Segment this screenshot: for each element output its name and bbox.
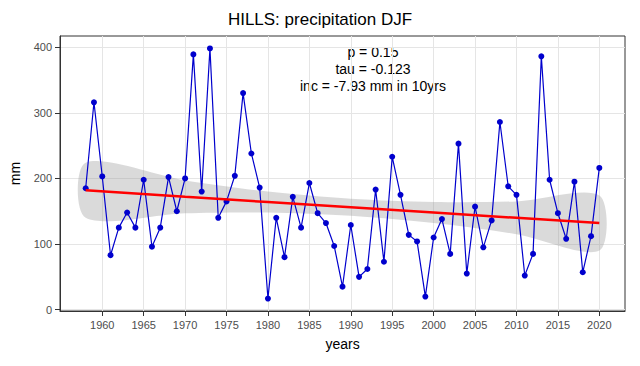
svg-text:300: 300 <box>34 107 52 119</box>
svg-text:HILLS: precipitation DJF: HILLS: precipitation DJF <box>228 10 412 29</box>
svg-text:1975: 1975 <box>214 319 238 331</box>
svg-text:inc = -7.93 mm in 10yrs: inc = -7.93 mm in 10yrs <box>300 78 446 94</box>
svg-text:1990: 1990 <box>339 319 363 331</box>
svg-text:400: 400 <box>34 41 52 53</box>
svg-text:1985: 1985 <box>297 319 321 331</box>
svg-text:100: 100 <box>34 238 52 250</box>
svg-text:mm: mm <box>7 162 23 185</box>
svg-text:years: years <box>325 336 359 352</box>
svg-text:1965: 1965 <box>131 319 155 331</box>
svg-text:2005: 2005 <box>463 319 487 331</box>
svg-text:200: 200 <box>34 172 52 184</box>
svg-text:2015: 2015 <box>546 319 570 331</box>
svg-text:p = 0.15: p = 0.15 <box>347 44 398 60</box>
svg-text:1970: 1970 <box>173 319 197 331</box>
svg-text:1995: 1995 <box>380 319 404 331</box>
svg-text:2010: 2010 <box>504 319 528 331</box>
svg-text:tau = -0.123: tau = -0.123 <box>335 61 410 77</box>
svg-text:1980: 1980 <box>256 319 280 331</box>
svg-text:1960: 1960 <box>90 319 114 331</box>
svg-text:2000: 2000 <box>421 319 445 331</box>
svg-text:2020: 2020 <box>587 319 611 331</box>
svg-text:0: 0 <box>46 304 52 316</box>
